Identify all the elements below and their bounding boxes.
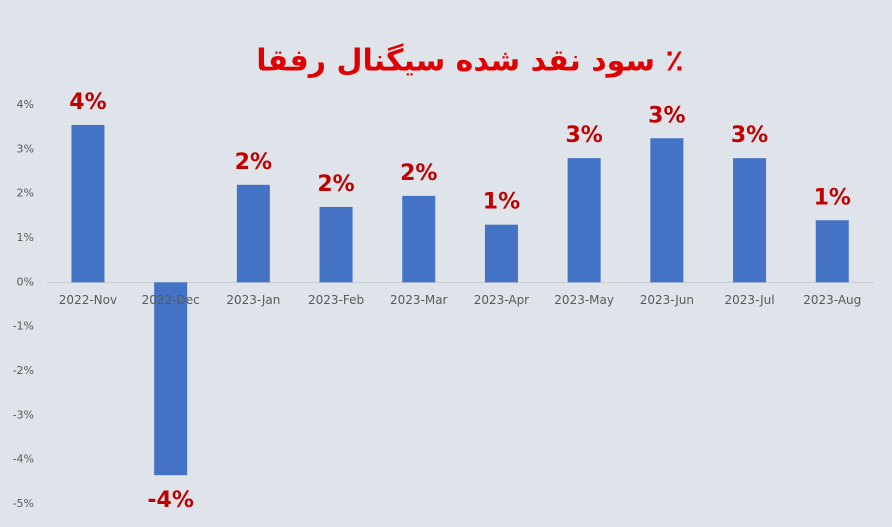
data-label: 2% xyxy=(400,161,437,186)
chart-title: ٪ سود نقد شده سیگنال رفقا xyxy=(256,43,683,79)
data-label: 1% xyxy=(814,185,851,210)
bar xyxy=(154,282,188,476)
data-label: 3% xyxy=(648,103,685,128)
bar xyxy=(484,224,518,283)
data-label: 1% xyxy=(483,190,520,215)
bar xyxy=(236,184,270,283)
y-tick-label: -5% xyxy=(13,497,34,510)
data-label: 2% xyxy=(235,150,272,175)
x-tick-label: 2022-Nov xyxy=(59,293,117,307)
x-tick-label: 2023-Jan xyxy=(226,293,280,307)
y-tick-label: -1% xyxy=(13,320,34,333)
x-tick-label: 2023-Jul xyxy=(725,293,775,307)
x-tick-label: 2023-Apr xyxy=(474,293,529,307)
bar xyxy=(402,195,436,283)
x-tick-label: 2023-Feb xyxy=(308,293,364,307)
data-label: 3% xyxy=(731,123,768,148)
data-label: 4% xyxy=(69,90,106,115)
bar xyxy=(650,138,684,283)
y-tick-label: -4% xyxy=(13,453,34,466)
bar xyxy=(71,124,105,283)
y-tick-label: 4% xyxy=(17,98,34,111)
y-tick-label: 2% xyxy=(17,187,34,200)
y-tick-label: -2% xyxy=(13,364,34,377)
x-tick-label: 2022-Dec xyxy=(142,293,200,307)
y-tick-label: -3% xyxy=(13,408,34,421)
y-tick-label: 1% xyxy=(17,231,34,244)
x-tick-label: 2023-May xyxy=(554,293,614,307)
bar xyxy=(567,158,601,283)
y-tick-label: 3% xyxy=(17,142,34,155)
x-tick-label: 2023-Jun xyxy=(640,293,694,307)
y-tick-label: 0% xyxy=(17,275,34,288)
bar xyxy=(733,158,767,283)
x-tick-label: 2023-Mar xyxy=(390,293,448,307)
data-label: 3% xyxy=(565,123,602,148)
data-label: -4% xyxy=(147,488,193,513)
bar xyxy=(319,206,353,283)
bar xyxy=(815,220,849,283)
x-tick-label: 2023-Aug xyxy=(803,293,861,307)
data-label: 2% xyxy=(317,172,354,197)
